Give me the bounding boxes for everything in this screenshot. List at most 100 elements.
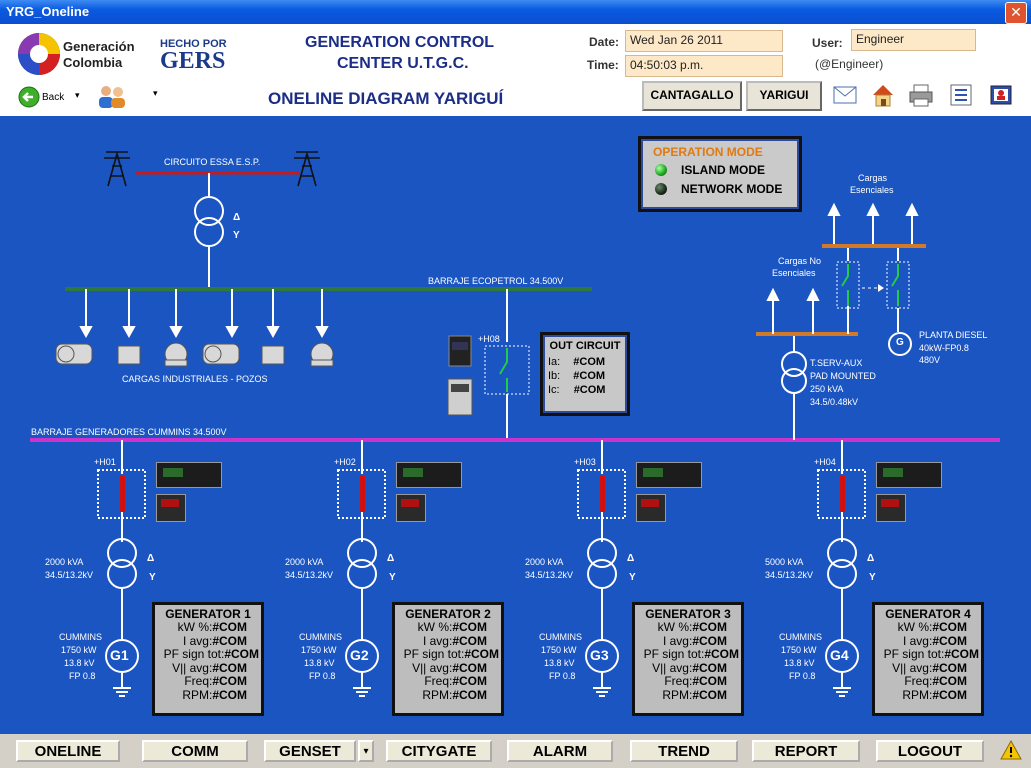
bottom-nav: ONELINE COMM GENSET ▾ CITYGATE ALARM TRE… <box>0 734 1031 768</box>
back-arrow-icon <box>18 86 40 108</box>
genset-button[interactable]: GENSET <box>264 740 356 762</box>
gen-make: CUMMINS <box>59 632 102 642</box>
comm-button[interactable]: COMM <box>142 740 248 762</box>
gen-fp: FP 0.8 <box>549 671 576 681</box>
gers-hecho-por: HECHO POR <box>160 38 227 50</box>
ic-label: Ic: <box>548 384 560 396</box>
iavg-value: #COM <box>452 633 487 648</box>
kw-value: #COM <box>212 620 247 634</box>
gen-kw: 1750 kW <box>781 645 817 655</box>
relay-device-icon[interactable] <box>636 462 702 488</box>
kw-value: #COM <box>932 620 967 634</box>
gen-make: CUMMINS <box>779 632 822 642</box>
generator-panel[interactable]: GENERATOR 1 kW %:#COM I avg:#COM PF sign… <box>152 602 264 716</box>
meter-device-icon[interactable] <box>396 494 426 522</box>
trend-button[interactable]: TREND <box>630 740 738 762</box>
generacion-colombia-logo <box>18 33 60 75</box>
iavg-value: #COM <box>932 633 967 648</box>
rpm-label: RPM: <box>182 687 213 702</box>
wye-symbol: Y <box>149 572 156 583</box>
time-field: 04:50:03 p.m. <box>625 55 783 77</box>
freq-label: Freq: <box>664 674 693 688</box>
pf-label: PF sign tot: <box>403 647 465 661</box>
network-mode-label: NETWORK MODE <box>681 182 783 196</box>
relay-device-icon[interactable] <box>876 462 942 488</box>
warning-icon[interactable] <box>1000 740 1022 760</box>
gen-kw: 1750 kW <box>301 645 337 655</box>
meter-device-icon[interactable] <box>876 494 906 522</box>
home-icon[interactable] <box>870 82 896 108</box>
gen-symbol: G1 <box>110 647 129 663</box>
kw-label: kW %: <box>897 620 933 634</box>
rpm-value: #COM <box>932 687 967 702</box>
oneline-button[interactable]: ONELINE <box>16 740 120 762</box>
planta-voltage-label: 480V <box>919 355 941 365</box>
list-icon[interactable] <box>948 82 974 108</box>
kw-label: kW %: <box>177 620 213 634</box>
rpm-label: RPM: <box>422 687 453 702</box>
network-mode-option[interactable]: NETWORK MODE <box>655 180 799 198</box>
gen-kw: 1750 kW <box>61 645 97 655</box>
wye-symbol: Y <box>233 230 240 241</box>
back-button[interactable]: Back ▾ <box>18 86 88 108</box>
out-circuit-title: OUT CIRCUIT <box>549 340 621 352</box>
generator-4-line <box>827 538 857 568</box>
vll-label: V|| avg: <box>172 660 213 675</box>
logout-button[interactable]: LOGOUT <box>876 740 984 762</box>
rpm-label: RPM: <box>662 687 693 702</box>
generator-3-line <box>587 559 617 589</box>
transformer-ratio: 34.5/13.2kV <box>45 570 94 580</box>
cantagallo-button[interactable]: CANTAGALLO <box>642 81 742 111</box>
report-button[interactable]: REPORT <box>752 740 860 762</box>
delta-symbol: Δ <box>867 553 875 564</box>
users-dropdown-icon[interactable]: ▾ <box>153 88 158 98</box>
pad-mounted-label: PAD MOUNTED <box>810 371 876 381</box>
rpm-value: #COM <box>692 687 727 702</box>
breaker-tag: +H02 <box>334 457 356 467</box>
genset-dropdown-button[interactable]: ▾ <box>358 740 374 762</box>
gen-symbol: G3 <box>590 647 609 663</box>
tower-icon-right <box>294 151 320 187</box>
pf-value: #COM <box>464 647 499 661</box>
network-led-icon <box>655 183 667 195</box>
back-dropdown-icon[interactable]: ▾ <box>75 90 80 100</box>
alarm-button[interactable]: ALARM <box>507 740 613 762</box>
island-led-icon <box>655 164 667 176</box>
printer-icon[interactable] <box>908 82 934 108</box>
freq-value: #COM <box>692 674 727 688</box>
transformer-kva: 5000 kVA <box>765 557 804 567</box>
generator-panel[interactable]: GENERATOR 3 kW %:#COM I avg:#COM PF sign… <box>632 602 744 716</box>
generator-2-breaker <box>360 476 365 512</box>
generator-1-line <box>107 559 137 589</box>
oneline-diagram: CIRCUITO ESSA E.S.P. Δ Y BARRAJE ECOPETR… <box>0 116 1031 734</box>
yarigui-button[interactable]: YARIGUI <box>746 81 822 111</box>
relay-device-icon[interactable] <box>156 462 222 488</box>
generator-title: GENERATOR 1 <box>165 607 251 621</box>
gen-kv: 13.8 kV <box>784 658 815 668</box>
meter-device-icon[interactable] <box>156 494 186 522</box>
operation-mode-title: OPERATION MODE <box>653 145 763 159</box>
contact-card-icon[interactable] <box>988 82 1014 108</box>
transformer-kva: 2000 kVA <box>45 557 84 567</box>
ib-value: #COM <box>573 370 606 382</box>
operation-mode-panel: OPERATION MODE ISLAND MODE NETWORK MODE <box>638 136 802 212</box>
generator-panel[interactable]: GENERATOR 2 kW %:#COM I avg:#COM PF sign… <box>392 602 504 716</box>
logo-text-2: Colombia <box>63 55 123 70</box>
island-mode-option[interactable]: ISLAND MODE <box>655 161 799 179</box>
meter-device-icon[interactable] <box>636 494 666 522</box>
generator-2-breaker-frame <box>337 469 386 519</box>
iavg-value: #COM <box>692 633 727 648</box>
barraje-cummins-label: BARRAJE GENERADORES CUMMINS 34.500V <box>31 427 227 437</box>
close-button[interactable]: ✕ <box>1005 2 1027 24</box>
relay-device-icon[interactable] <box>396 462 462 488</box>
kw-value: #COM <box>452 620 487 634</box>
rpm-value: #COM <box>212 687 247 702</box>
generator-3-breaker <box>600 476 605 512</box>
citygate-button[interactable]: CITYGATE <box>386 740 492 762</box>
envelope-icon[interactable] <box>832 82 858 108</box>
transformer-kva: 2000 kVA <box>285 557 324 567</box>
users-icon[interactable] <box>96 84 128 110</box>
generator-panel[interactable]: GENERATOR 4 kW %:#COM I avg:#COM PF sign… <box>872 602 984 716</box>
ia-value: #COM <box>573 356 606 368</box>
generator-2-line <box>347 538 377 568</box>
